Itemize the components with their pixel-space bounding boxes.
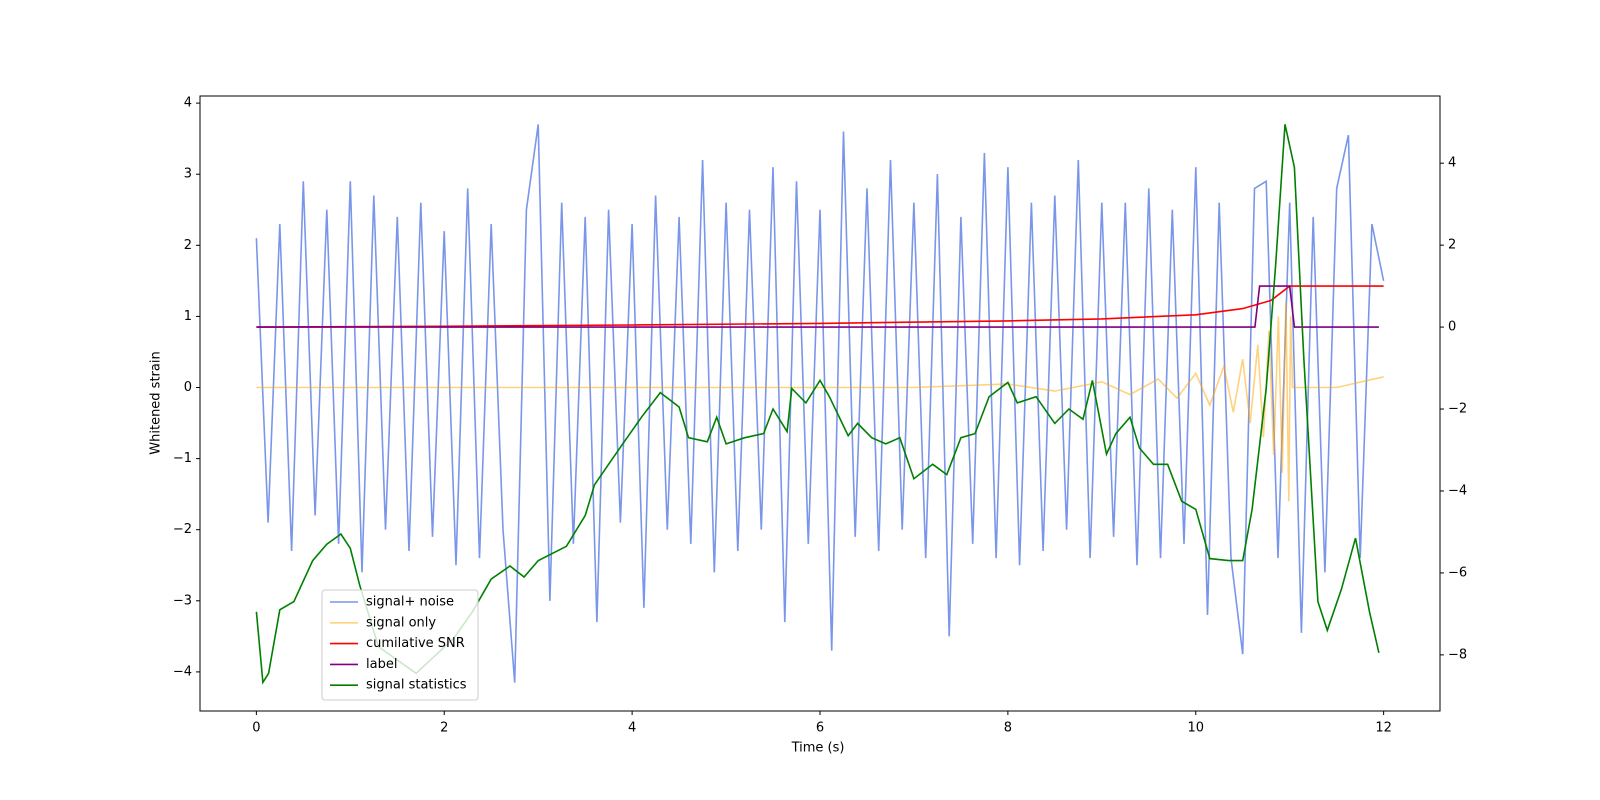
y2-tick-label: −6 (1448, 565, 1467, 580)
legend-box (321, 589, 479, 701)
legend-label: signal statistics (366, 678, 467, 693)
y-tick-label: −3 (173, 593, 192, 608)
legend-label: cumilative SNR (366, 636, 465, 651)
x-tick-label: 0 (252, 721, 260, 736)
series-line (256, 285, 1384, 328)
y2-tick-label: −2 (1448, 402, 1467, 417)
y-tick-label: 2 (184, 238, 192, 253)
x-tick-label: 6 (816, 721, 824, 736)
y-tick-label: 3 (184, 167, 192, 182)
x-tick-label: 8 (1004, 721, 1012, 736)
y-axis-label: Whitened strain (149, 351, 164, 454)
x-tick-label: 2 (440, 721, 448, 736)
y-tick-label: −2 (173, 522, 192, 537)
series-line (256, 302, 1384, 502)
y-tick-label: −1 (173, 451, 192, 466)
y-tick-label: −4 (173, 664, 192, 679)
y2-tick-label: 2 (1448, 238, 1456, 253)
y2-tick-label: −8 (1448, 647, 1467, 662)
series-line (255, 124, 1385, 683)
legend-label: label (366, 657, 397, 672)
legend-label: signal only (366, 615, 436, 630)
y-tick-label: 1 (184, 309, 192, 324)
x-axis-label: Time (s) (791, 741, 845, 756)
x-tick-label: 4 (628, 721, 636, 736)
y2-tick-label: −4 (1448, 483, 1467, 498)
plot-frame (199, 95, 1441, 712)
y-tick-label: 4 (184, 96, 192, 111)
y-tick-label: 0 (184, 380, 192, 395)
legend: signal+ noise signal only cumilative SNR la… (321, 589, 479, 701)
legend-label: signal+ noise (366, 595, 454, 610)
y2-tick-label: 4 (1448, 156, 1456, 171)
y2-tick-label: 0 (1448, 320, 1456, 335)
x-tick-label: 10 (1187, 721, 1204, 736)
x-tick-label: 12 (1375, 721, 1392, 736)
